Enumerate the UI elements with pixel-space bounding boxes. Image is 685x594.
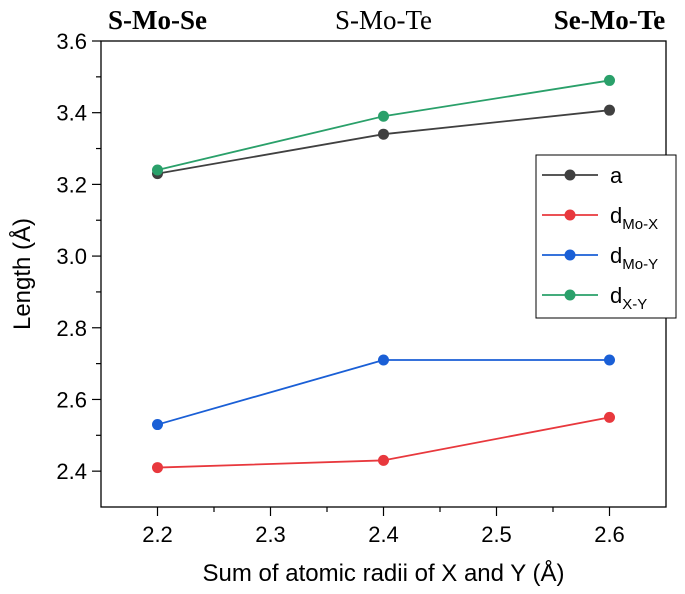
compound-label: S-Mo-Se [108,5,207,35]
data-point [378,454,389,466]
x-tick-label: 2.3 [255,522,286,547]
legend-label: dMo-Y [610,243,658,273]
legend-box [535,154,677,319]
legend-marker [564,289,576,301]
data-point [604,104,615,116]
y-tick-label: 2.4 [56,459,87,484]
legend: a dMo-X dMo-Y dX-Y [535,154,677,319]
x-tick-label: 2.6 [594,522,625,547]
legend-label: dX-Y [610,283,647,313]
top-labels-group: S-Mo-Se S-Mo-Te Se-Mo-Te [108,5,665,35]
series-line [157,359,610,426]
x-tick-label: 2.5 [481,522,512,547]
compound-label: Se-Mo-Te [554,5,665,35]
series-group [152,74,615,474]
data-point [152,462,163,474]
data-point [604,411,615,423]
data-point [378,354,389,366]
y-tick-label: 2.8 [56,316,87,341]
legend-marker [564,209,576,221]
compound-label: S-Mo-Te [335,5,432,35]
legend-label: a [610,163,623,188]
y-tick-label: 3.0 [56,244,87,269]
legend-marker [564,169,576,181]
data-point [152,419,163,431]
y-tick-label: 2.6 [56,387,87,412]
y-tick-label: 3.4 [56,101,87,126]
y-tick-label: 3.2 [56,172,87,197]
data-point [604,74,615,86]
x-tick-label: 2.4 [368,522,399,547]
y-axis-title: Length (Å) [8,218,36,330]
y-tick-label: 3.6 [56,29,87,54]
legend-marker [564,249,576,261]
data-point [152,164,163,176]
data-point [378,128,389,140]
legend-label: dMo-X [610,203,658,233]
x-axis-title: Sum of atomic radii of X and Y (Å) [203,559,565,587]
axes-group: 2.2 2.3 2.4 2.5 2.6 2.4 2.6 2.8 3.0 3.2 3.4 3.6 [56,29,667,547]
data-point [604,354,615,366]
data-point [378,110,389,122]
x-tick-label: 2.2 [142,522,173,547]
